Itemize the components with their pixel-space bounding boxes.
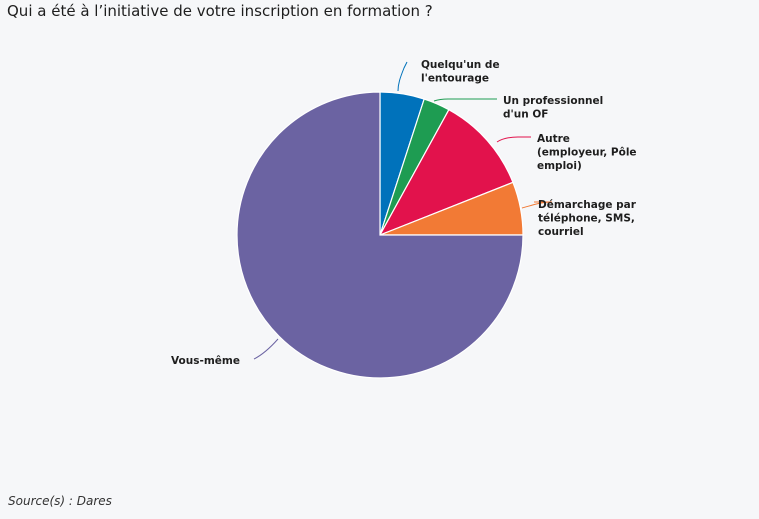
- slice-label-4: Démarchage par téléphone, SMS, courriel: [538, 199, 637, 238]
- slice-label-line: d'un OF: [503, 109, 548, 121]
- slice-label-line: Quelqu'un de: [421, 59, 500, 71]
- leader-line-3: [496, 136, 531, 143]
- leader-lines: [253, 61, 553, 360]
- leader-line-5: [253, 338, 279, 360]
- slice-label-line: emploi): [537, 160, 582, 172]
- slice-label-2: Un professionnel d'un OF: [503, 95, 603, 121]
- slice-label-3: Autre (employeur, Pôle emploi): [537, 133, 637, 172]
- pie-slice-3: [378, 108, 514, 237]
- slice-labels: Quelqu'un de l'entourage Un professionnel d…: [171, 59, 637, 367]
- slice-label-line: (employeur, Pôle: [537, 147, 637, 159]
- leader-line-4: [521, 201, 553, 209]
- leader-line-1: [397, 61, 408, 92]
- pie-slices: [236, 91, 524, 379]
- source-note: Source(s) : Dares: [8, 494, 112, 508]
- slice-label-1: Quelqu'un de l'entourage: [421, 59, 500, 85]
- slice-label-line: Démarchage par: [538, 199, 637, 211]
- slice-label-line: Autre: [537, 133, 570, 145]
- slice-label-line: courriel: [538, 226, 584, 238]
- slice-label-5: Vous-même: [171, 355, 240, 367]
- slice-label-line: téléphone, SMS,: [538, 213, 635, 225]
- pie-slice-5: [236, 91, 524, 379]
- slice-label-line: Vous-même: [171, 355, 240, 367]
- leader-line-2: [433, 98, 497, 102]
- slice-label-line: l'entourage: [421, 73, 489, 85]
- slice-label-line: Un professionnel: [503, 95, 603, 107]
- chart-title: Qui a été à l’initiative de votre inscri…: [7, 2, 433, 20]
